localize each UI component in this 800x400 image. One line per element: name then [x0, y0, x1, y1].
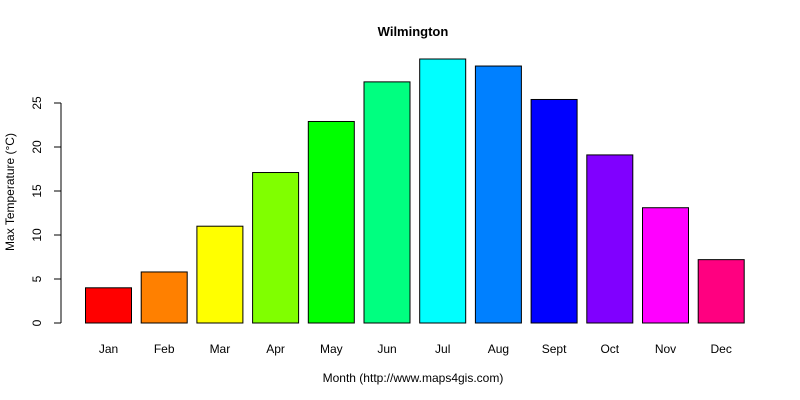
x-tick-label: May [320, 342, 343, 356]
bar-dec [697, 259, 745, 324]
bar-jul [419, 58, 467, 324]
y-tick-label: 5 [30, 275, 44, 282]
x-tick-label: Jul [435, 342, 450, 356]
y-tick-label: 0 [30, 319, 44, 326]
x-tick-label: Nov [655, 342, 676, 356]
bar-nov [642, 207, 689, 324]
y-axis-label: Max Temperature (°C) [3, 133, 17, 251]
bar-feb [140, 271, 188, 324]
bar-may [307, 120, 355, 324]
x-tick-label: Oct [600, 342, 619, 356]
y-axis: 0 5 10 15 20 25 [30, 96, 62, 326]
bar-jan [85, 287, 132, 324]
y-tick-label: 15 [30, 184, 44, 198]
bar-aug [474, 65, 522, 324]
x-tick-label: Sept [542, 342, 567, 356]
x-tick-label: Mar [210, 342, 231, 356]
x-tick-label: Apr [266, 342, 285, 356]
x-tick-label: Feb [154, 342, 175, 356]
x-axis-labels: Jan Feb Mar Apr May Jun Jul Aug Sept Oct Nov Dec [99, 342, 732, 356]
x-axis-label: Month (http://www.maps4gis.com) [323, 371, 504, 385]
x-tick-label: Aug [488, 342, 509, 356]
bar-jun [363, 81, 411, 324]
x-tick-label: Dec [711, 342, 732, 356]
y-tick-label: 20 [30, 140, 44, 154]
bar-mar [196, 225, 244, 324]
chart-title: Wilmington [378, 24, 449, 39]
bar-sept [530, 98, 578, 324]
x-tick-label: Jun [377, 342, 396, 356]
bar-apr [252, 172, 300, 324]
x-tick-label: Jan [99, 342, 118, 356]
bar-oct [586, 154, 634, 324]
bars-group [85, 58, 745, 324]
y-tick-label: 10 [30, 228, 44, 242]
y-tick-label: 25 [30, 96, 44, 110]
